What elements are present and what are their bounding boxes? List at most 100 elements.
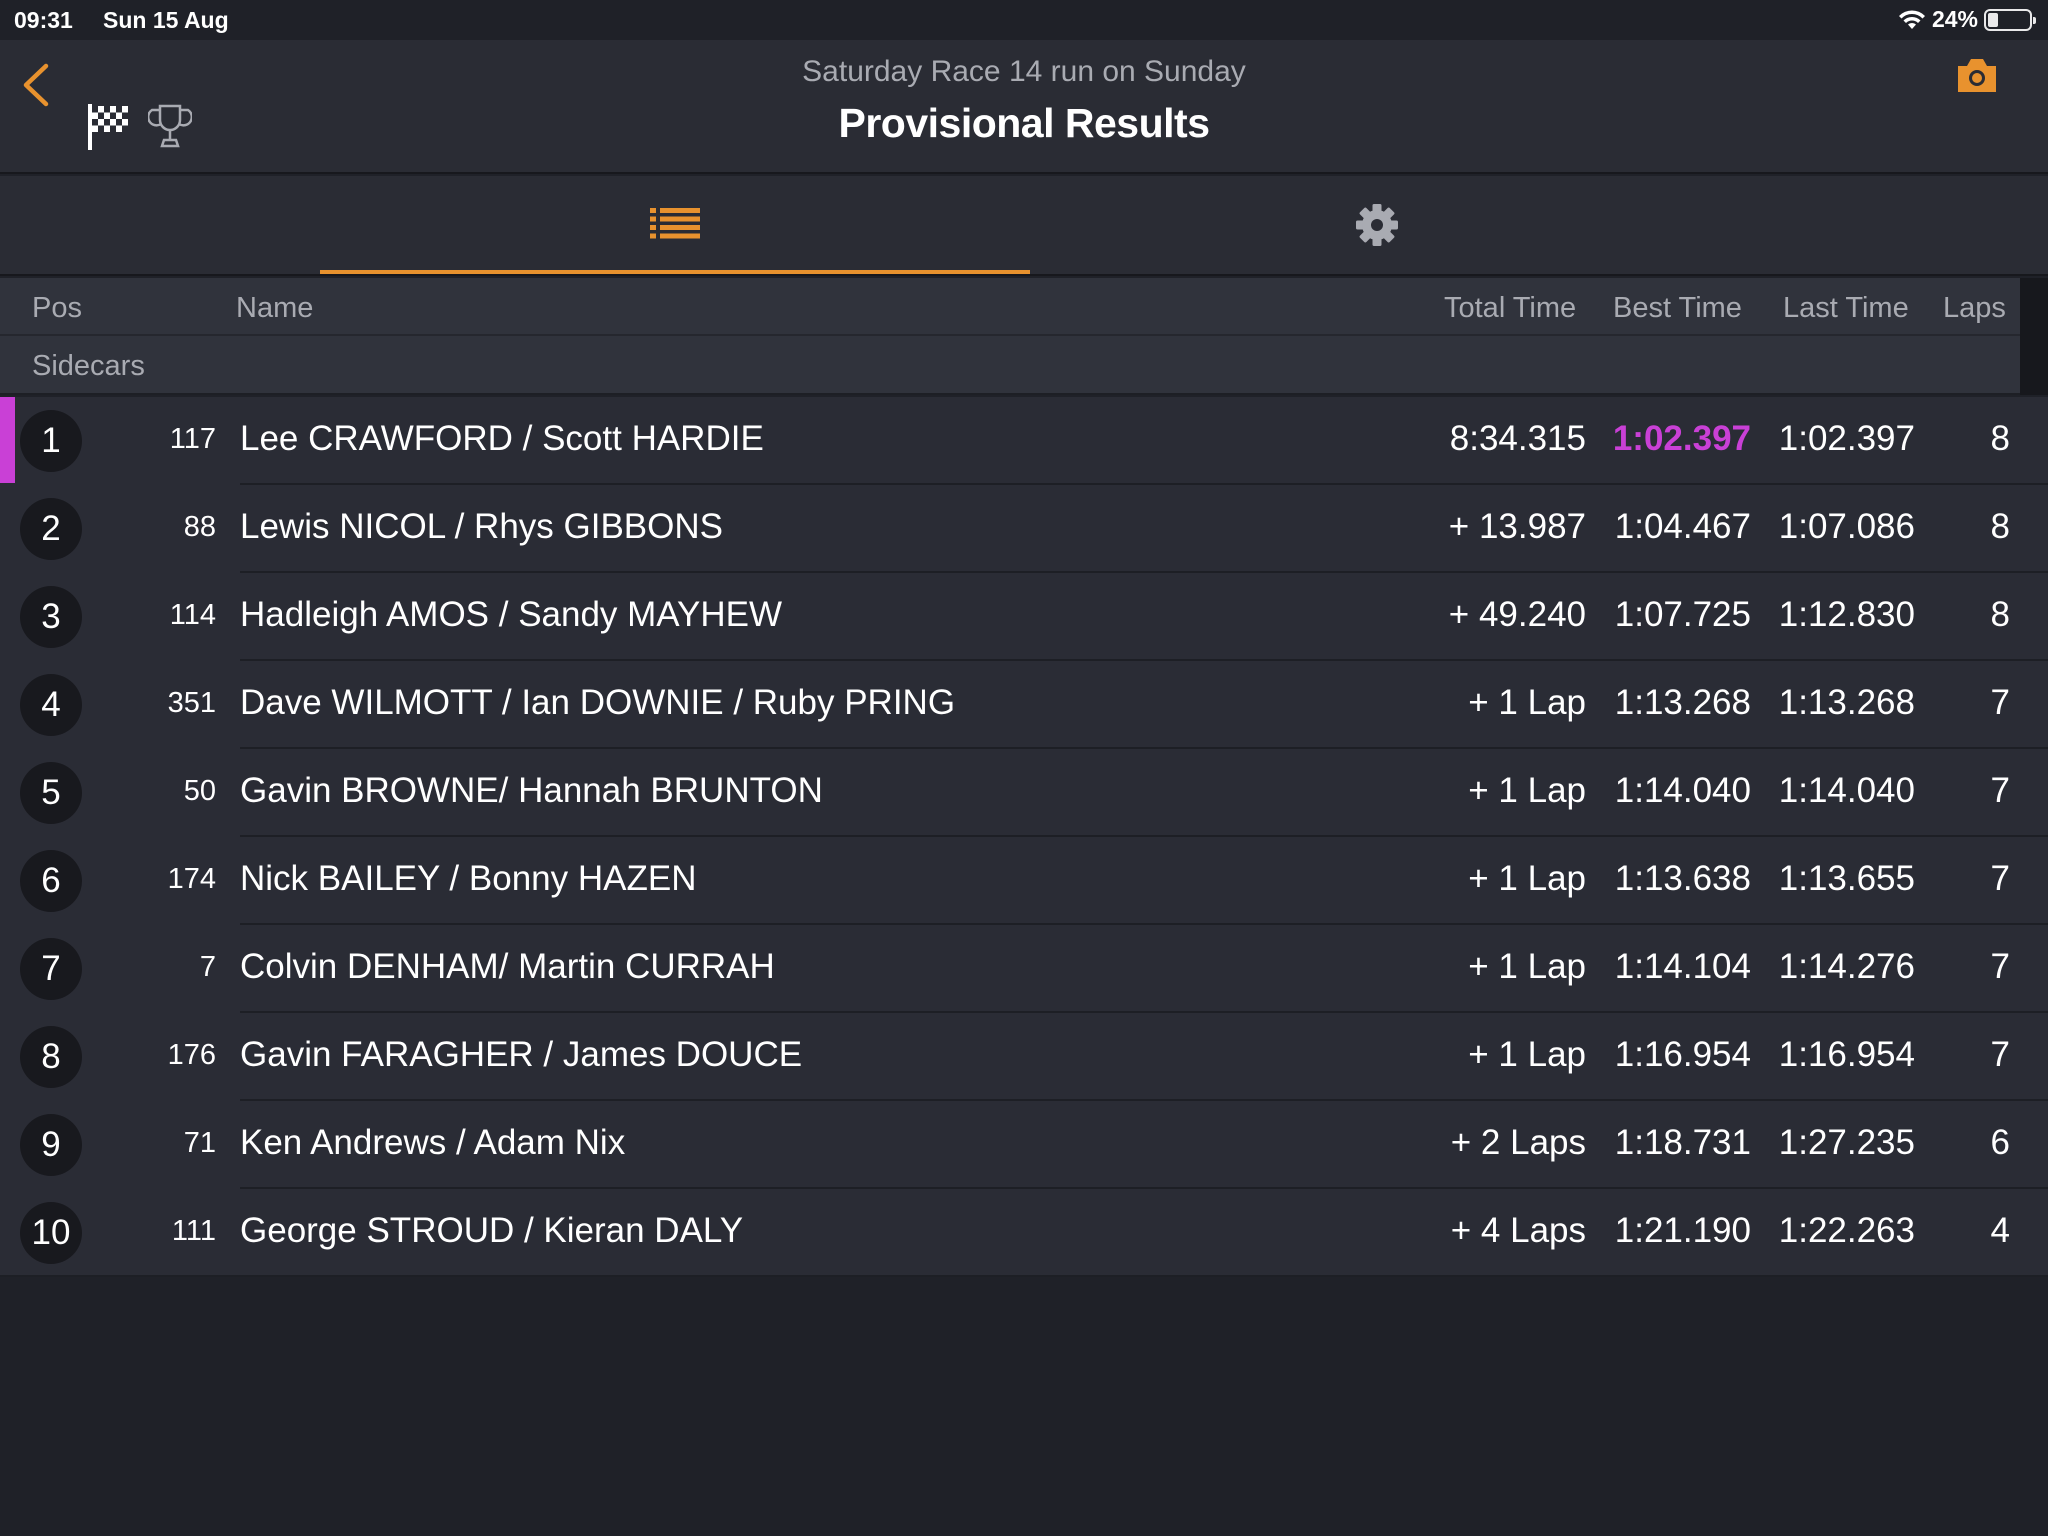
results-list: 1 117 Lee CRAWFORD / Scott HARDIE 8:34.315 1…	[0, 397, 2048, 1277]
rider-names: George STROUD / Kieran DALY	[240, 1211, 744, 1250]
race-number: 50	[183, 775, 216, 807]
race-number: 117	[169, 423, 216, 455]
last-time: 1:13.268	[1778, 683, 1915, 722]
group-label: Sidecars	[32, 350, 145, 382]
column-laps[interactable]: Laps	[1943, 292, 2006, 324]
column-name[interactable]: Name	[236, 292, 314, 324]
column-pos[interactable]: Pos	[32, 292, 82, 324]
laps-count: 4	[1990, 1211, 2010, 1250]
race-number: 71	[183, 1127, 216, 1159]
race-number: 111	[171, 1215, 216, 1247]
column-header-row: Pos Name Total Time Best Time Last Time …	[0, 278, 2020, 336]
result-row[interactable]: 6 174 Nick BAILEY / Bonny HAZEN + 1 Lap 1:13…	[0, 837, 2048, 925]
row-divider	[240, 1011, 2048, 1013]
race-number: 88	[183, 511, 216, 543]
status-bar: 09:31 Sun 15 Aug 24%	[0, 0, 2048, 40]
tab-results-list[interactable]	[320, 176, 1030, 274]
result-row[interactable]: 1 117 Lee CRAWFORD / Scott HARDIE 8:34.315 1…	[0, 397, 2048, 485]
race-number: 7	[199, 951, 216, 983]
trophy-icon[interactable]	[148, 102, 192, 150]
total-time: 8:34.315	[1449, 419, 1586, 458]
position-value: 5	[41, 773, 61, 812]
best-time: 1:18.731	[1614, 1123, 1751, 1162]
rider-names: Lee CRAWFORD / Scott HARDIE	[240, 419, 764, 458]
group-header: Sidecars	[0, 336, 2020, 395]
race-number: 351	[167, 687, 216, 719]
row-divider	[240, 923, 2048, 925]
total-time: + 1 Lap	[1468, 771, 1586, 810]
column-total-time[interactable]: Total Time	[1444, 292, 1577, 324]
last-time: 1:27.235	[1778, 1123, 1915, 1162]
last-time: 1:07.086	[1778, 507, 1915, 546]
laps-count: 7	[1990, 947, 2010, 986]
position-value: 10	[31, 1213, 71, 1252]
status-date: Sun 15 Aug	[103, 7, 229, 33]
nav-bar: Saturday Race 14 run on Sunday Provision…	[0, 40, 2048, 174]
last-time: 1:14.276	[1778, 947, 1915, 986]
rider-names: Hadleigh AMOS / Sandy MAYHEW	[240, 595, 783, 634]
total-time: + 13.987	[1448, 507, 1586, 546]
rider-names: Gavin FARAGHER / James DOUCE	[240, 1035, 803, 1074]
tab-settings[interactable]	[1022, 176, 1732, 274]
position-badge: 9	[20, 1114, 82, 1176]
row-divider	[240, 483, 2048, 485]
result-row[interactable]: 2 88 Lewis NICOL / Rhys GIBBONS + 13.987 1:0…	[0, 485, 2048, 573]
row-divider	[240, 835, 2048, 837]
row-divider	[240, 747, 2048, 749]
position-badge: 7	[20, 938, 82, 1000]
position-value: 8	[41, 1037, 61, 1076]
position-value: 2	[41, 509, 61, 548]
wifi-icon	[1898, 9, 1925, 29]
best-time: 1:21.190	[1614, 1211, 1751, 1250]
best-time: 1:14.040	[1614, 771, 1751, 810]
rider-names: Ken Andrews / Adam Nix	[240, 1123, 626, 1162]
status-time: 09:31	[14, 7, 73, 33]
total-time: + 49.240	[1448, 595, 1586, 634]
column-last-time[interactable]: Last Time	[1783, 292, 1909, 324]
total-time: + 1 Lap	[1468, 947, 1586, 986]
row-divider	[240, 571, 2048, 573]
camera-icon[interactable]	[1954, 54, 2000, 96]
position-value: 7	[41, 949, 61, 988]
result-row[interactable]: 4 351 Dave WILMOTT / Ian DOWNIE / Ruby PRI…	[0, 661, 2048, 749]
total-time: + 1 Lap	[1468, 1035, 1586, 1074]
last-time: 1:13.655	[1778, 859, 1915, 898]
position-value: 1	[41, 421, 61, 460]
laps-count: 8	[1990, 419, 2010, 458]
position-badge: 5	[20, 762, 82, 824]
laps-count: 8	[1990, 595, 2010, 634]
rider-names: Colvin DENHAM/ Martin CURRAH	[240, 947, 775, 986]
race-number: 176	[167, 1039, 216, 1071]
result-row[interactable]: 5 50 Gavin BROWNE/ Hannah BRUNTON + 1 Lap 1:…	[0, 749, 2048, 837]
total-time: + 2 Laps	[1450, 1123, 1586, 1162]
row-divider	[0, 1275, 2048, 1277]
status-indicators: 24%	[1898, 6, 2036, 33]
result-row[interactable]: 9 71 Ken Andrews / Adam Nix + 2 Laps 1:18.73…	[0, 1101, 2048, 1189]
position-value: 3	[41, 597, 61, 636]
column-best-time[interactable]: Best Time	[1613, 292, 1742, 324]
last-time: 1:12.830	[1778, 595, 1915, 634]
laps-count: 8	[1990, 507, 2010, 546]
position-value: 4	[41, 685, 61, 724]
result-row[interactable]: 8 176 Gavin FARAGHER / James DOUCE + 1 Lap 1…	[0, 1013, 2048, 1101]
result-row[interactable]: 7 7 Colvin DENHAM/ Martin CURRAH + 1 Lap 1:1…	[0, 925, 2048, 1013]
position-value: 6	[41, 861, 61, 900]
laps-count: 7	[1990, 771, 2010, 810]
gear-icon	[1356, 204, 1398, 246]
race-subtitle: Saturday Race 14 run on Sunday	[802, 55, 1246, 88]
back-chevron-icon[interactable]	[18, 60, 58, 110]
position-badge: 10	[20, 1202, 82, 1264]
best-time: 1:13.268	[1614, 683, 1751, 722]
checkered-flag-icon[interactable]	[86, 102, 132, 152]
race-number: 174	[167, 863, 216, 895]
best-time: 1:02.397	[1612, 419, 1751, 458]
result-row[interactable]: 3 114 Hadleigh AMOS / Sandy MAYHEW + 49.240…	[0, 573, 2048, 661]
best-time: 1:16.954	[1614, 1035, 1751, 1074]
position-badge: 2	[20, 498, 82, 560]
laps-count: 7	[1990, 683, 2010, 722]
position-badge: 6	[20, 850, 82, 912]
total-time: + 4 Laps	[1450, 1211, 1586, 1250]
result-row[interactable]: 10 111 George STROUD / Kieran DALY + 4 Laps…	[0, 1189, 2048, 1277]
total-time: + 1 Lap	[1468, 859, 1586, 898]
tab-bar	[0, 176, 2048, 276]
